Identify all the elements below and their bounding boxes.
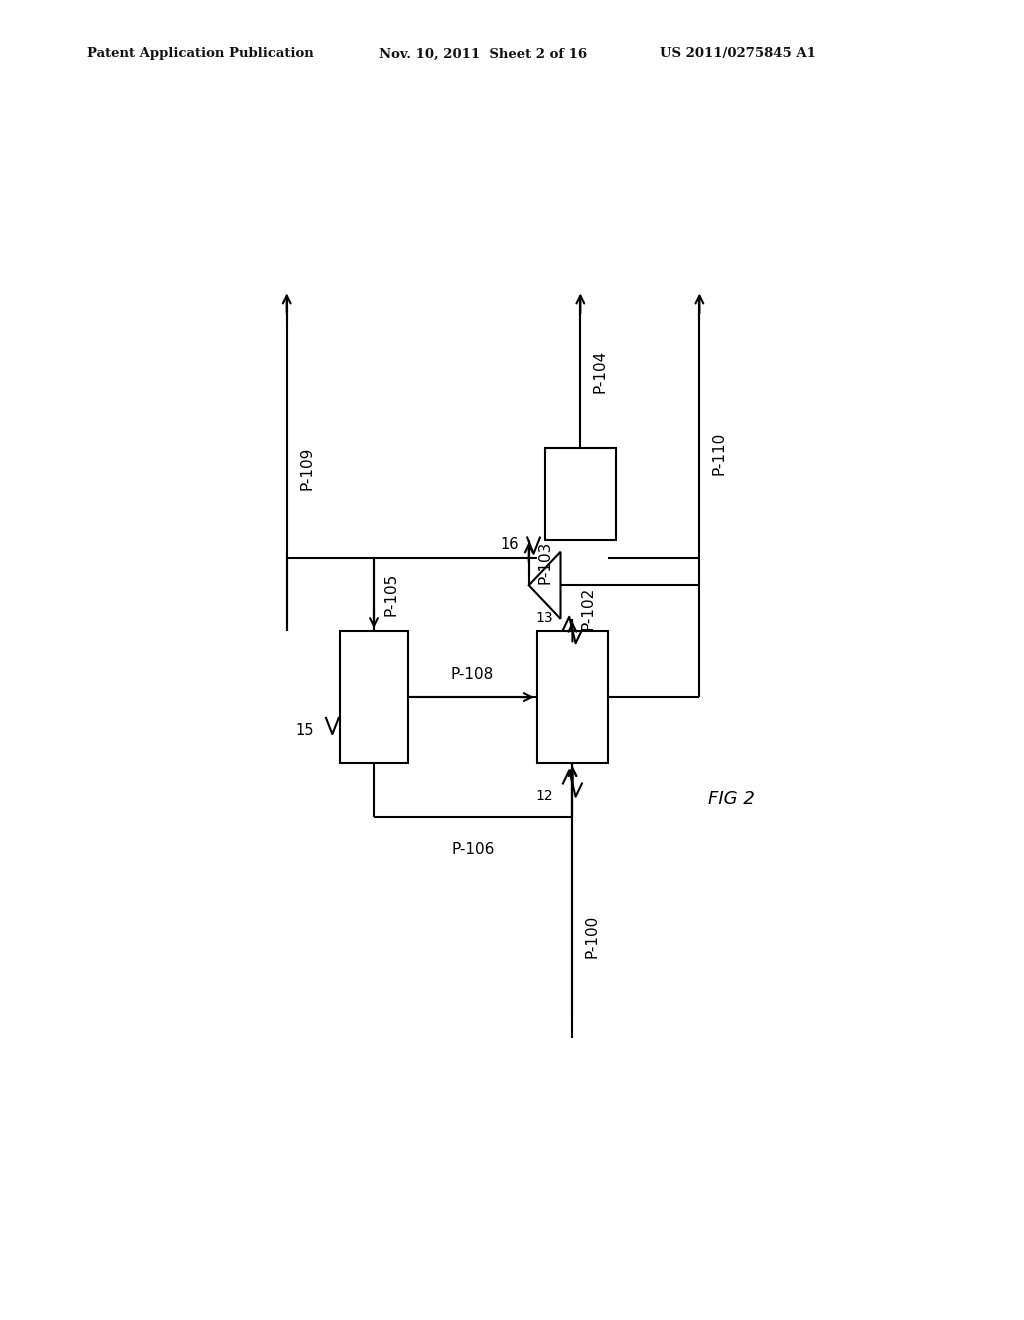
- Text: P-103: P-103: [538, 541, 552, 585]
- Bar: [340, 631, 408, 763]
- Text: P-109: P-109: [299, 446, 314, 490]
- Text: 15: 15: [296, 722, 314, 738]
- Text: P-108: P-108: [451, 667, 494, 682]
- Text: 13: 13: [535, 611, 553, 624]
- Text: P-102: P-102: [581, 586, 596, 630]
- Text: P-104: P-104: [593, 350, 607, 393]
- Text: P-110: P-110: [712, 432, 727, 475]
- Text: P-100: P-100: [585, 915, 600, 957]
- Text: 12: 12: [535, 788, 553, 803]
- Text: Patent Application Publication: Patent Application Publication: [87, 48, 313, 61]
- Text: P-106: P-106: [452, 842, 495, 858]
- Text: US 2011/0275845 A1: US 2011/0275845 A1: [660, 48, 816, 61]
- Text: 16: 16: [501, 537, 519, 552]
- Text: FIG 2: FIG 2: [708, 789, 755, 808]
- Text: Nov. 10, 2011  Sheet 2 of 16: Nov. 10, 2011 Sheet 2 of 16: [379, 48, 587, 61]
- Text: P-105: P-105: [384, 573, 399, 616]
- Bar: [537, 631, 608, 763]
- Polygon shape: [528, 552, 560, 619]
- Bar: [545, 447, 616, 540]
